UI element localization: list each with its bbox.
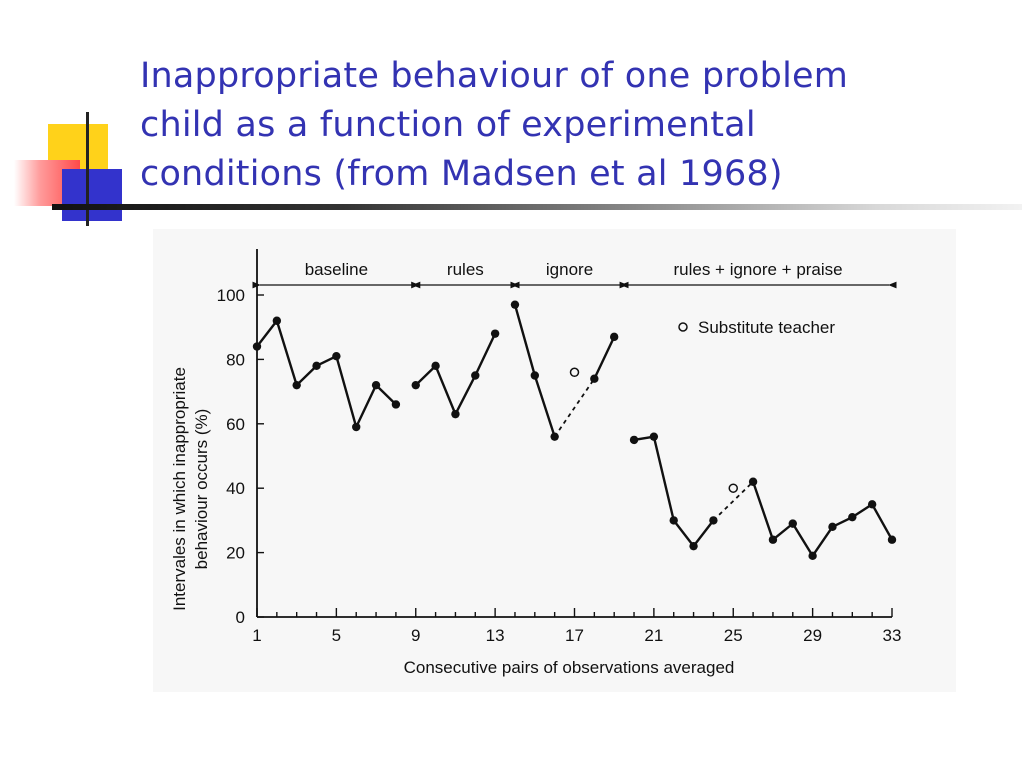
decor-blue-square xyxy=(62,169,122,221)
data-point xyxy=(867,500,877,509)
data-point xyxy=(768,535,778,544)
data-point xyxy=(649,432,659,441)
data-point xyxy=(391,400,401,409)
phase-label: rules xyxy=(447,260,484,279)
x-axis-label: Consecutive pairs of observations averag… xyxy=(404,658,735,677)
y-axis-label-line-1: Intervales in which inappropriate xyxy=(170,367,189,611)
x-tick-label: 1 xyxy=(252,626,261,645)
y-axis-label-line-2: behaviour occurs (%) xyxy=(192,409,211,570)
data-point xyxy=(808,551,817,561)
y-tick-label: 80 xyxy=(226,350,245,369)
data-point xyxy=(490,329,500,338)
data-point xyxy=(669,516,678,525)
series-line xyxy=(513,304,556,438)
dashed-link xyxy=(553,378,596,438)
figure-panel: baseline rules ignore rules + ignore + prai… xyxy=(153,229,956,692)
data-point xyxy=(471,371,480,380)
data-point xyxy=(411,380,420,390)
series-line xyxy=(593,336,616,380)
y-tick-label: 40 xyxy=(226,479,245,498)
x-tick-label: 17 xyxy=(565,626,584,645)
data-point xyxy=(748,477,758,486)
slide-title-line-3: conditions (from Madsen et al 1968) xyxy=(140,154,783,194)
data-point xyxy=(609,332,619,342)
phase-label: baseline xyxy=(305,260,368,279)
dashed-link xyxy=(712,481,754,522)
slide-title-line-2: child as a function of experimental xyxy=(140,105,756,145)
data-point xyxy=(590,374,599,383)
legend-label: Substitute teacher xyxy=(698,318,835,337)
legend-marker xyxy=(678,322,688,332)
data-point xyxy=(431,361,440,371)
line-chart: baseline rules ignore rules + ignore + prai… xyxy=(170,249,902,677)
data-point xyxy=(629,435,639,445)
data-point xyxy=(550,432,559,441)
data-point xyxy=(371,380,381,390)
series-line xyxy=(414,333,497,416)
y-tick-label: 0 xyxy=(236,608,245,627)
data-point xyxy=(709,516,718,525)
x-tick-label: 13 xyxy=(486,626,505,645)
data-point xyxy=(788,519,797,528)
data-point xyxy=(332,351,341,361)
y-tick-label: 60 xyxy=(226,415,245,434)
data-point xyxy=(887,535,897,544)
phase-label: rules + ignore + praise xyxy=(673,260,842,279)
y-tick-label: 20 xyxy=(226,544,245,563)
data-point xyxy=(312,361,321,371)
data-point xyxy=(292,380,301,390)
data-point xyxy=(530,371,540,380)
x-tick-label: 5 xyxy=(332,626,341,645)
data-point xyxy=(848,512,857,522)
data-point xyxy=(689,541,698,551)
phase-label: ignore xyxy=(546,260,593,279)
slide-title-line-1: Inappropriate behaviour of one problem xyxy=(140,56,849,96)
y-tick-label: 100 xyxy=(217,286,245,305)
x-tick-label: 29 xyxy=(803,626,822,645)
data-point xyxy=(451,409,460,419)
data-point xyxy=(352,422,361,432)
data-point xyxy=(252,342,262,351)
series-line xyxy=(633,435,715,548)
series-line xyxy=(751,481,894,558)
x-tick-label: 33 xyxy=(883,626,902,645)
data-point xyxy=(510,300,520,309)
slide-title: Inappropriate behaviour of one problem c… xyxy=(140,52,1000,199)
decor-title-underline xyxy=(52,204,1022,210)
decor-vertical-line xyxy=(86,112,89,226)
data-point xyxy=(828,522,837,532)
substitute-point xyxy=(569,367,580,378)
x-tick-label: 25 xyxy=(724,626,743,645)
data-point xyxy=(272,316,282,325)
x-tick-label: 21 xyxy=(644,626,663,645)
x-tick-label: 9 xyxy=(411,626,420,645)
series-line xyxy=(256,319,397,429)
substitute-point xyxy=(728,483,738,493)
